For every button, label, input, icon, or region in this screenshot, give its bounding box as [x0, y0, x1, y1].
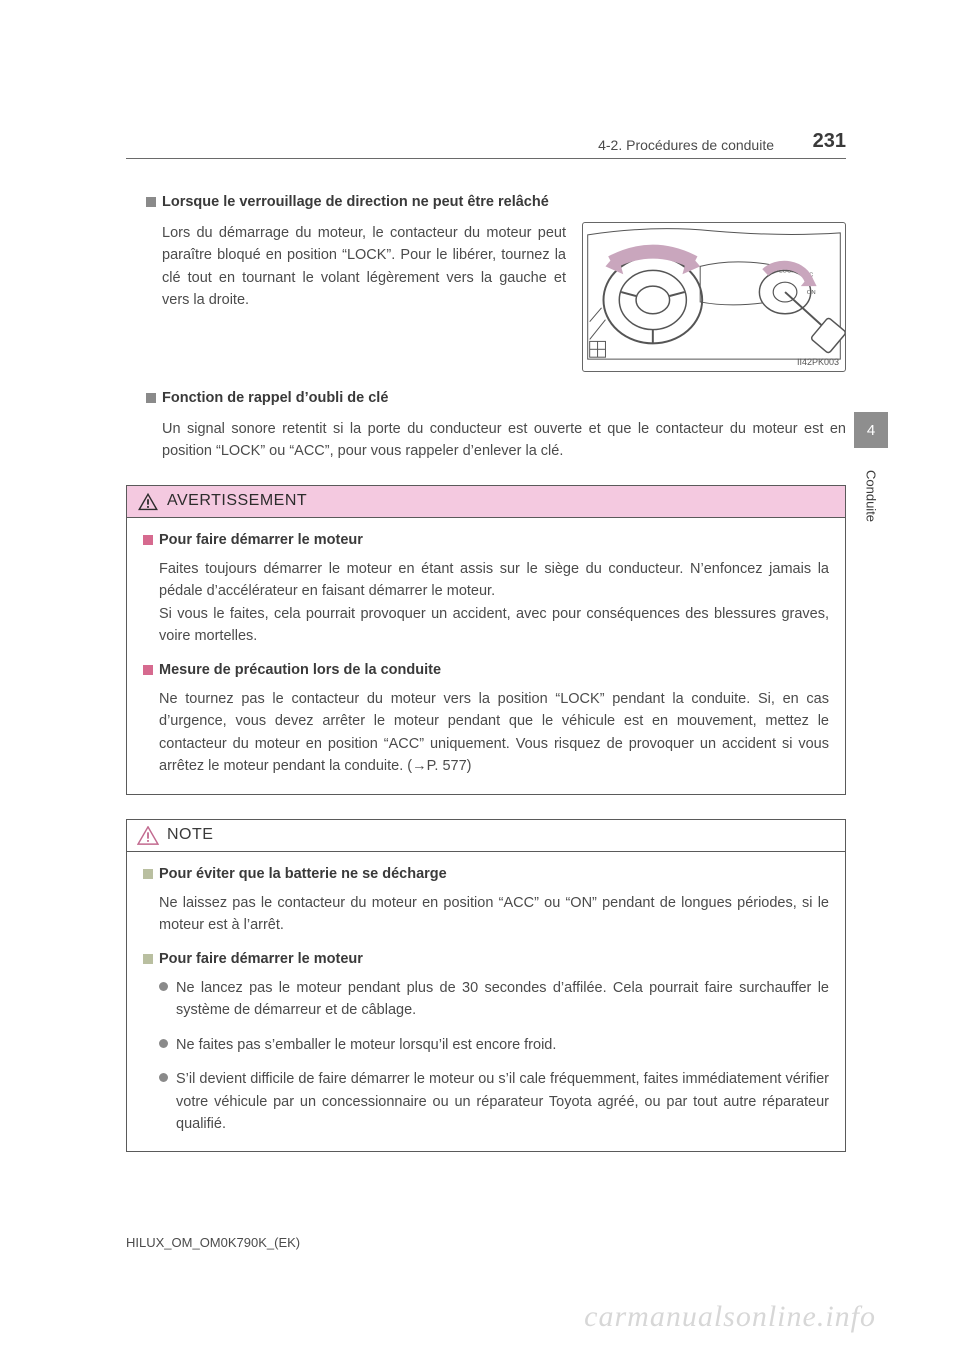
manual-page: 4-2. Procédures de conduite 231 4 Condui… — [126, 0, 846, 1358]
section-title: Lorsque le verrouillage de direction ne … — [162, 194, 549, 210]
note-item-title: Pour faire démarrer le moteur — [159, 951, 363, 967]
section-1-text: Lors du démarrage du moteur, le contacte… — [162, 222, 566, 372]
square-bullet-icon — [143, 535, 153, 545]
warning-item-title: Mesure de précaution lors de la conduite — [159, 662, 441, 678]
side-tab-label: Conduite — [864, 470, 879, 522]
section-2-text: Un signal sonore retentit si la porte du… — [162, 418, 846, 463]
steering-svg: LOCK ACC ON — [583, 223, 845, 371]
section-path: 4-2. Procédures de conduite — [598, 137, 774, 153]
illustration-code: II42PK003 — [797, 357, 839, 367]
square-bullet-icon — [143, 954, 153, 964]
note-body: Pour éviter que la batterie ne se déchar… — [127, 852, 845, 1152]
header-rule — [126, 158, 846, 159]
warning-item-title: Pour faire démarrer le moteur — [159, 532, 363, 548]
note-triangle-icon — [137, 826, 159, 845]
section-title: Fonction de rappel d’oubli de clé — [162, 390, 388, 406]
page-body: Lorsque le verrouillage de direction ne … — [126, 194, 846, 1152]
warning-body: Pour faire démarrer le moteur Faites tou… — [127, 518, 845, 794]
square-bullet-icon — [146, 197, 156, 207]
note-item-text: Ne laissez pas le contacteur du moteur e… — [159, 892, 829, 937]
note-item-title: Pour éviter que la batterie ne se déchar… — [159, 866, 447, 882]
warning-item-text: Ne tournez pas le contacteur du moteur v… — [159, 688, 829, 778]
warning-item-heading: Pour faire démarrer le moteur — [143, 532, 829, 548]
side-tab: 4 Conduite — [854, 412, 888, 544]
note-bullet-text: Ne faites pas s’emballer le moteur lorsq… — [176, 1034, 829, 1056]
bullet-dot-icon — [159, 1073, 168, 1082]
svg-text:ON: ON — [807, 290, 816, 296]
square-bullet-icon — [146, 393, 156, 403]
note-bullet: S’il devient difficile de faire démarrer… — [159, 1068, 829, 1135]
note-bullet: Ne lancez pas le moteur pendant plus de … — [159, 977, 829, 1022]
page-header: 4-2. Procédures de conduite 231 — [126, 126, 846, 174]
warning-callout: AVERTISSEMENT Pour faire démarrer le mot… — [126, 485, 846, 795]
note-item-heading: Pour faire démarrer le moteur — [143, 951, 829, 967]
warning-triangle-icon — [137, 492, 159, 511]
warning-label: AVERTISSEMENT — [167, 492, 307, 510]
note-callout: NOTE Pour éviter que la batterie ne se d… — [126, 819, 846, 1153]
warning-item-text: Faites toujours démarrer le moteur en ét… — [159, 558, 829, 648]
watermark: carmanualsonline.info — [584, 1300, 876, 1334]
section-1-block: Lors du démarrage du moteur, le contacte… — [162, 222, 846, 372]
note-bullet: Ne faites pas s’emballer le moteur lorsq… — [159, 1034, 829, 1056]
warning-item-heading: Mesure de précaution lors de la conduite — [143, 662, 829, 678]
section-heading: Lorsque le verrouillage de direction ne … — [146, 194, 846, 210]
note-bullet-text: S’il devient difficile de faire démarrer… — [176, 1068, 829, 1135]
document-code: HILUX_OM_OM0K790K_(EK) — [126, 1235, 300, 1250]
bullet-dot-icon — [159, 1039, 168, 1048]
note-label: NOTE — [167, 826, 213, 844]
warning-header: AVERTISSEMENT — [127, 486, 845, 518]
note-header: NOTE — [127, 820, 845, 852]
page-number: 231 — [813, 130, 846, 153]
section-heading: Fonction de rappel d’oubli de clé — [146, 390, 846, 406]
note-item-heading: Pour éviter que la batterie ne se déchar… — [143, 866, 829, 882]
note-bullet-text: Ne lancez pas le moteur pendant plus de … — [176, 977, 829, 1022]
square-bullet-icon — [143, 665, 153, 675]
steering-illustration: LOCK ACC ON II42PK003 — [582, 222, 846, 372]
bullet-dot-icon — [159, 982, 168, 991]
side-tab-number: 4 — [867, 422, 875, 439]
square-bullet-icon — [143, 869, 153, 879]
